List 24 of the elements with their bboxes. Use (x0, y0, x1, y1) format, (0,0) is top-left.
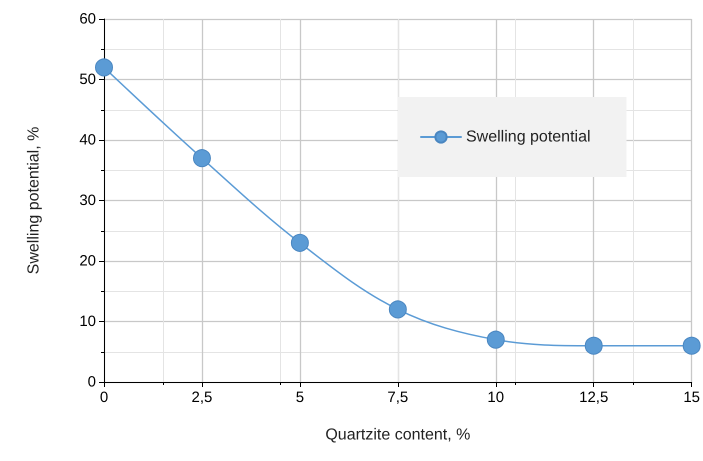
point (290, 234, 309, 252)
y-tick-label: 40 (79, 132, 96, 148)
point (486, 330, 505, 349)
y-tick-label: 20 (79, 252, 96, 270)
x-tick-label: 2,5 (192, 389, 212, 406)
point (192, 149, 211, 168)
x-tick-label: 7,5 (387, 389, 408, 406)
y-tick-label: 0 (88, 374, 96, 390)
point (584, 336, 603, 355)
x-axis-title: Quartzite content, % (325, 426, 470, 444)
point (388, 300, 407, 318)
x-tick-label: 10 (487, 389, 504, 406)
y-tick-label: 60 (79, 10, 96, 28)
y-axis-title: Swelling potential, % (26, 126, 42, 274)
y-tick-label: 10 (79, 313, 96, 330)
point (682, 336, 701, 355)
x-tick-label: 12,5 (579, 389, 608, 406)
x-tick-label: 0 (100, 389, 108, 406)
y-tick-label: 30 (79, 192, 96, 209)
x-tick-label: 15 (683, 389, 700, 406)
x-tick-label: 5 (296, 389, 304, 406)
y-tick-label: 50 (79, 71, 96, 88)
point (95, 58, 113, 76)
legend-label: Swelling potential (466, 128, 591, 146)
